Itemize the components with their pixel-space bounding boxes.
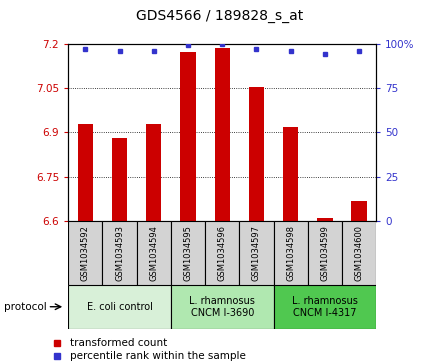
- Text: GSM1034598: GSM1034598: [286, 225, 295, 281]
- Text: percentile rank within the sample: percentile rank within the sample: [70, 351, 246, 362]
- Bar: [352, 201, 367, 221]
- Bar: [180, 53, 196, 221]
- Bar: [342, 221, 376, 285]
- Bar: [283, 127, 298, 221]
- Bar: [137, 221, 171, 285]
- Text: GSM1034600: GSM1034600: [355, 225, 363, 281]
- Bar: [171, 285, 274, 329]
- Text: GSM1034594: GSM1034594: [149, 225, 158, 281]
- Bar: [68, 285, 171, 329]
- Text: E. coli control: E. coli control: [87, 302, 153, 312]
- Bar: [239, 221, 274, 285]
- Bar: [274, 221, 308, 285]
- Text: GSM1034596: GSM1034596: [218, 225, 227, 281]
- Text: protocol: protocol: [4, 302, 47, 312]
- Bar: [274, 285, 376, 329]
- Bar: [249, 86, 264, 221]
- Text: GSM1034593: GSM1034593: [115, 225, 124, 281]
- Text: GSM1034599: GSM1034599: [320, 225, 330, 281]
- Bar: [171, 221, 205, 285]
- Bar: [77, 124, 93, 221]
- Bar: [103, 221, 137, 285]
- Bar: [308, 221, 342, 285]
- Bar: [317, 219, 333, 221]
- Bar: [112, 138, 127, 221]
- Text: GSM1034597: GSM1034597: [252, 225, 261, 281]
- Bar: [146, 124, 161, 221]
- Text: transformed count: transformed count: [70, 338, 168, 348]
- Text: L. rhamnosus
CNCM I-4317: L. rhamnosus CNCM I-4317: [292, 296, 358, 318]
- Text: L. rhamnosus
CNCM I-3690: L. rhamnosus CNCM I-3690: [189, 296, 255, 318]
- Bar: [68, 221, 103, 285]
- Text: GSM1034595: GSM1034595: [183, 225, 192, 281]
- Text: GDS4566 / 189828_s_at: GDS4566 / 189828_s_at: [136, 9, 304, 23]
- Bar: [205, 221, 239, 285]
- Bar: [215, 48, 230, 221]
- Text: GSM1034592: GSM1034592: [81, 225, 90, 281]
